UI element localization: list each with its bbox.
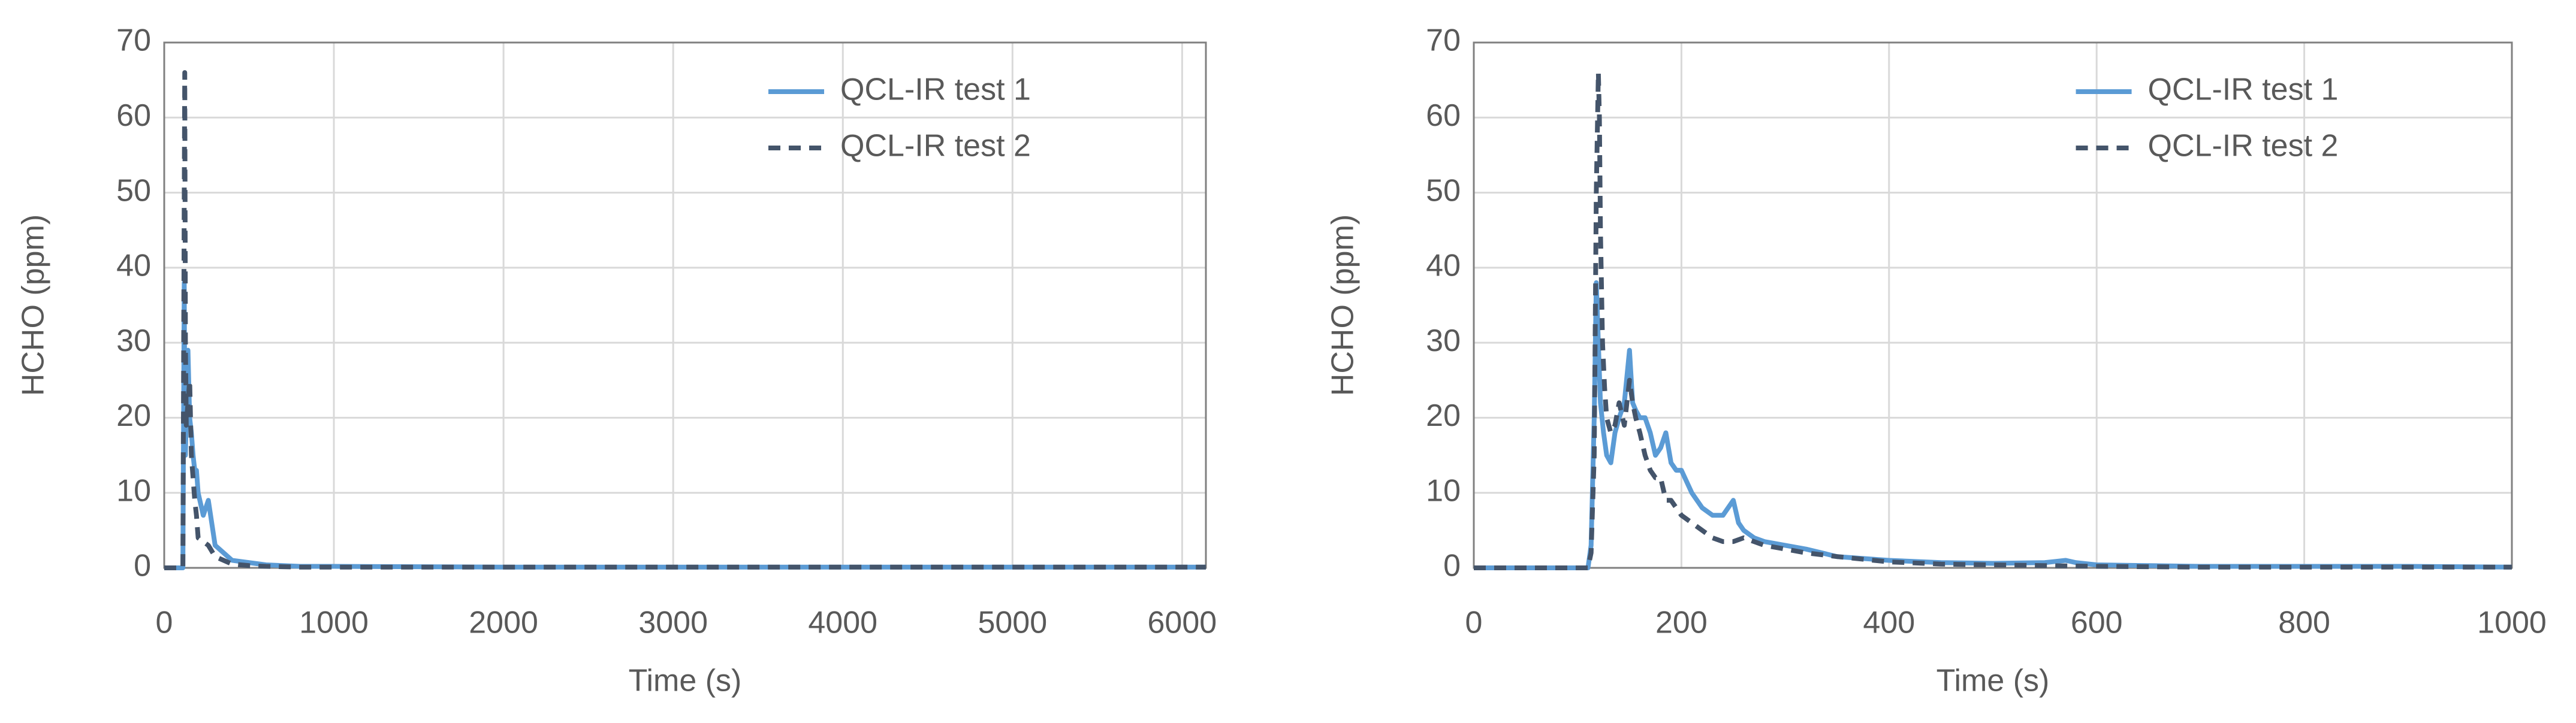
y-tick-label: 60	[1426, 98, 1461, 133]
legend-label: QCL-IR test 2	[840, 129, 1031, 164]
x-tick-label: 200	[1655, 606, 1708, 640]
y-tick-label: 40	[1426, 249, 1461, 283]
y-tick-label: 30	[116, 323, 151, 358]
x-tick-label: 600	[2071, 606, 2123, 640]
x-tick-label: 6000	[1148, 606, 1217, 640]
data-line	[164, 70, 1206, 570]
x-tick-label: 400	[1863, 606, 1915, 640]
x-tick-label: 1000	[2477, 606, 2547, 640]
x-tick-label: 5000	[978, 606, 1047, 640]
x-tick-label: 3000	[638, 606, 708, 640]
y-tick-label: 40	[116, 249, 151, 283]
y-tick-label: 20	[1426, 398, 1461, 433]
y-axis-title: HCHO (ppm)	[16, 214, 51, 396]
x-tick-label: 0	[1465, 606, 1483, 640]
x-tick-label: 4000	[808, 606, 877, 640]
legend-label: QCL-IR test 2	[2148, 129, 2339, 164]
x-tick-label: 0	[156, 606, 173, 640]
y-tick-label: 50	[116, 173, 151, 208]
plot-frame	[163, 41, 1207, 569]
y-tick-label: 70	[1426, 23, 1461, 58]
y-tick-label: 10	[116, 473, 151, 508]
x-axis-title: Time (s)	[629, 664, 742, 698]
plot-frame	[1473, 41, 2513, 569]
x-tick-label: 800	[2278, 606, 2330, 640]
y-tick-label: 50	[1426, 173, 1461, 208]
y-tick-label: 0	[134, 549, 151, 583]
y-tick-label: 30	[1426, 323, 1461, 358]
y-tick-label: 10	[1426, 473, 1461, 508]
legend-label: QCL-IR test 1	[840, 72, 1031, 107]
y-tick-label: 0	[1443, 549, 1461, 583]
y-axis-title: HCHO (ppm)	[1326, 214, 1361, 396]
x-axis-title: Time (s)	[1936, 664, 2050, 698]
data-line	[164, 280, 1206, 570]
y-tick-label: 60	[116, 98, 151, 133]
y-tick-label: 20	[116, 398, 151, 433]
data-line	[1474, 280, 2512, 570]
x-tick-label: 1000	[299, 606, 369, 640]
x-tick-label: 2000	[469, 606, 538, 640]
legend-label: QCL-IR test 1	[2148, 72, 2339, 107]
y-tick-label: 70	[116, 23, 151, 58]
